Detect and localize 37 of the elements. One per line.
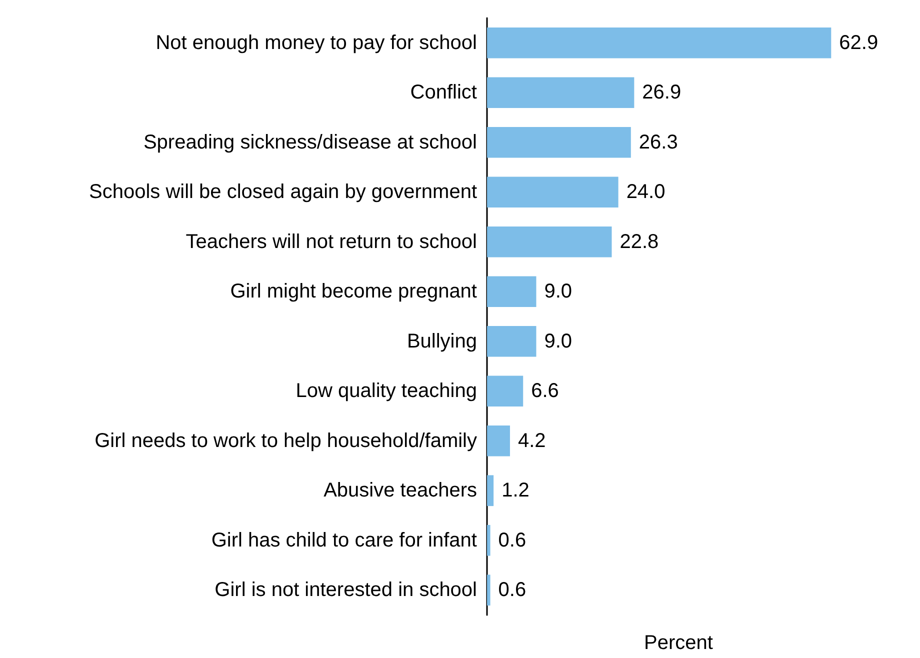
data-label: 62.9 (839, 32, 878, 54)
bar (487, 425, 510, 456)
data-label: 6.6 (531, 380, 559, 402)
y-tick-label: Not enough money to pay for school (156, 32, 477, 54)
data-label: 9.0 (544, 330, 572, 352)
bar (487, 126, 631, 158)
bar (487, 376, 524, 407)
data-label: 24.0 (626, 181, 666, 204)
y-tick-label: Girl has child to care for infant (211, 529, 478, 552)
data-label: 1.2 (502, 480, 530, 502)
data-label: 22.8 (620, 230, 659, 253)
y-tick-label: Abusive teachers (324, 480, 477, 502)
y-tick-label: Schools will be closed again by government (89, 181, 478, 204)
bar (487, 524, 490, 556)
y-tick-label: Conflict (410, 82, 478, 104)
y-tick-label: Bullying (406, 330, 477, 352)
x-axis-title: Percent (644, 632, 714, 654)
y-tick-label: Teachers will not return to school (186, 230, 477, 253)
y-tick-label: Low quality teaching (296, 380, 477, 402)
bar (487, 276, 536, 308)
data-label: 0.6 (498, 529, 526, 552)
data-label: 4.2 (518, 430, 546, 452)
bar (487, 27, 832, 58)
y-tick-label: Girl is not interested in school (214, 579, 477, 602)
bar (487, 77, 634, 108)
data-label: 26.9 (642, 82, 682, 104)
data-label: 9.0 (544, 280, 572, 303)
y-tick-label: Girl needs to work to help household/family (94, 430, 477, 452)
bar (487, 326, 536, 357)
bar (487, 226, 612, 258)
y-tick-label: Spreading sickness/disease at school (143, 131, 477, 154)
bar (487, 475, 494, 506)
bar (487, 176, 618, 208)
data-label: 26.3 (638, 131, 678, 154)
data-label: 0.6 (498, 579, 526, 602)
y-tick-label: Girl might become pregnant (230, 280, 478, 303)
bar (487, 574, 490, 606)
